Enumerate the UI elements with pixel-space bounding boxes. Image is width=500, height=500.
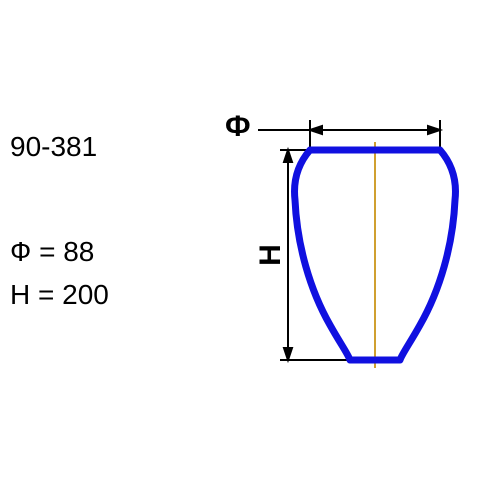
h-dimension-line [280, 150, 350, 360]
technical-figure [240, 100, 470, 400]
part-number: 90-381 [10, 130, 97, 164]
h-dimension-text: H = 200 [10, 278, 109, 312]
phi-dimension-line [258, 120, 440, 150]
phi-dimension-text: Ф = 88 [10, 235, 94, 269]
diagram-container: 90-381 Ф = 88 H = 200 Ф H [0, 0, 500, 500]
